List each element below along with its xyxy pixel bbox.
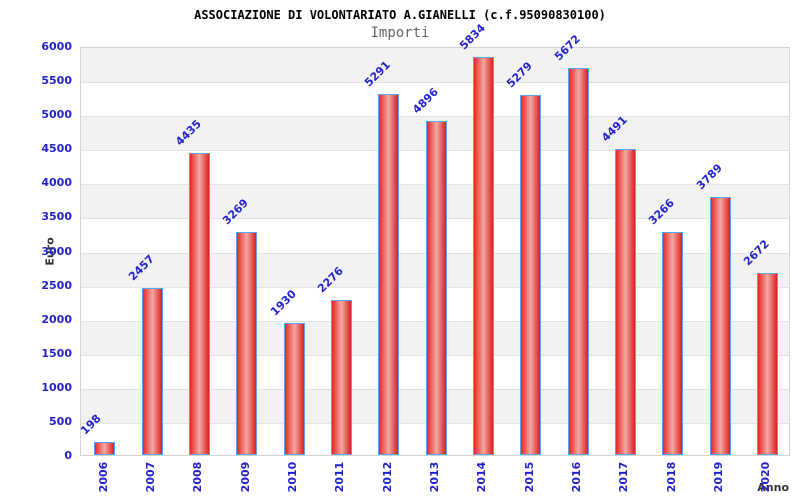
bar-2009: [236, 232, 258, 455]
bar-2014: [472, 57, 494, 455]
y-tick-label: 0: [64, 449, 72, 462]
bar-2006: [94, 442, 116, 455]
y-tick-label: 500: [49, 414, 72, 428]
bar-2013: [425, 121, 447, 455]
y-tick-label: 2500: [41, 278, 72, 292]
plot-band: [81, 48, 789, 83]
y-tick-label: 1500: [41, 346, 72, 360]
x-tick-label: 2019: [712, 461, 725, 493]
x-tick-label: 2014: [475, 461, 489, 493]
chart-title: ASSOCIAZIONE DI VOLONTARIATO A.GIANELLI …: [194, 8, 606, 22]
x-tick-label: 2017: [617, 461, 631, 493]
y-tick-label: 1000: [41, 380, 72, 394]
x-tick-label: 2012: [380, 461, 394, 493]
x-tick-label: 2016: [570, 461, 583, 493]
bar-2016: [567, 68, 589, 455]
y-tick-label: 5000: [41, 108, 72, 122]
x-tick-label: 2006: [96, 461, 110, 493]
bar-2017: [614, 149, 636, 455]
bar-2008: [188, 153, 210, 455]
x-tick-label: 2010: [286, 461, 299, 493]
gridline: [81, 116, 789, 117]
y-tick-label: 6000: [41, 40, 72, 53]
bar-2011: [330, 300, 352, 455]
x-tick-label: 2020: [759, 461, 773, 493]
x-tick-label: 2015: [522, 461, 536, 493]
bar-2018: [662, 232, 684, 455]
y-tick-label: 3500: [41, 210, 72, 224]
x-tick-label: 2018: [664, 461, 678, 493]
bar-2020: [756, 273, 778, 455]
x-tick-label: 2011: [333, 461, 347, 493]
chart-subtitle: Importi: [370, 25, 430, 41]
bar-2015: [520, 95, 542, 455]
y-tick-label: 2000: [41, 312, 72, 326]
y-tick-label: 4500: [41, 142, 72, 156]
x-tick-label: 2008: [191, 461, 205, 493]
bar-2012: [378, 94, 400, 455]
plot-area: [80, 47, 790, 456]
y-tick-label: 5500: [41, 74, 72, 88]
x-tick-label: 2013: [428, 461, 441, 493]
bar-2019: [709, 197, 731, 455]
gridline: [81, 82, 789, 83]
bar-2010: [283, 323, 305, 455]
x-tick-label: 2007: [144, 461, 157, 493]
bar-2007: [141, 288, 163, 455]
y-tick-label: 3000: [41, 244, 72, 258]
x-axis-title: Anno: [757, 481, 789, 494]
x-tick-label: 2009: [238, 461, 252, 493]
y-tick-label: 4000: [41, 176, 72, 190]
